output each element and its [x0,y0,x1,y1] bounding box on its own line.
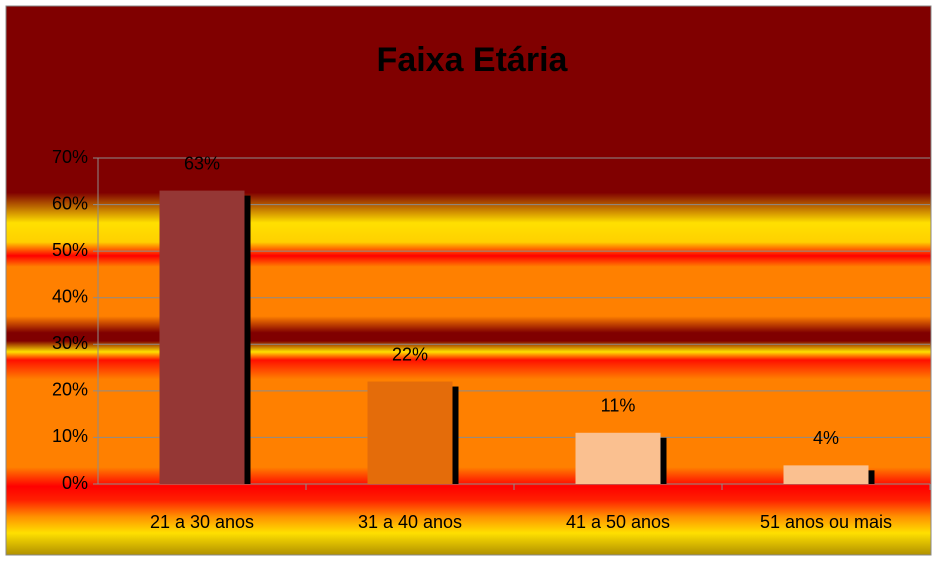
y-tick-label: 70% [52,147,88,167]
y-tick-label: 40% [52,286,88,306]
data-label: 22% [392,344,428,364]
y-tick-label: 30% [52,333,88,353]
data-label: 11% [601,396,636,416]
chart-title: Faixa Etária [377,41,569,79]
bar [783,465,869,484]
y-tick-label: 0% [62,473,88,493]
bar [367,381,453,484]
x-tick-label: 21 a 30 anos [150,512,254,532]
bar [575,432,661,484]
y-tick-label: 60% [52,193,88,213]
y-tick-label: 20% [52,380,88,400]
bar [159,190,245,484]
data-label: 4% [813,428,839,448]
y-tick-label: 10% [52,426,88,446]
x-tick-label: 51 anos ou mais [760,512,892,532]
x-tick-label: 31 a 40 anos [358,512,462,532]
y-tick-label: 50% [52,240,88,260]
x-tick-label: 41 a 50 anos [566,512,670,532]
data-label: 63% [184,153,220,173]
